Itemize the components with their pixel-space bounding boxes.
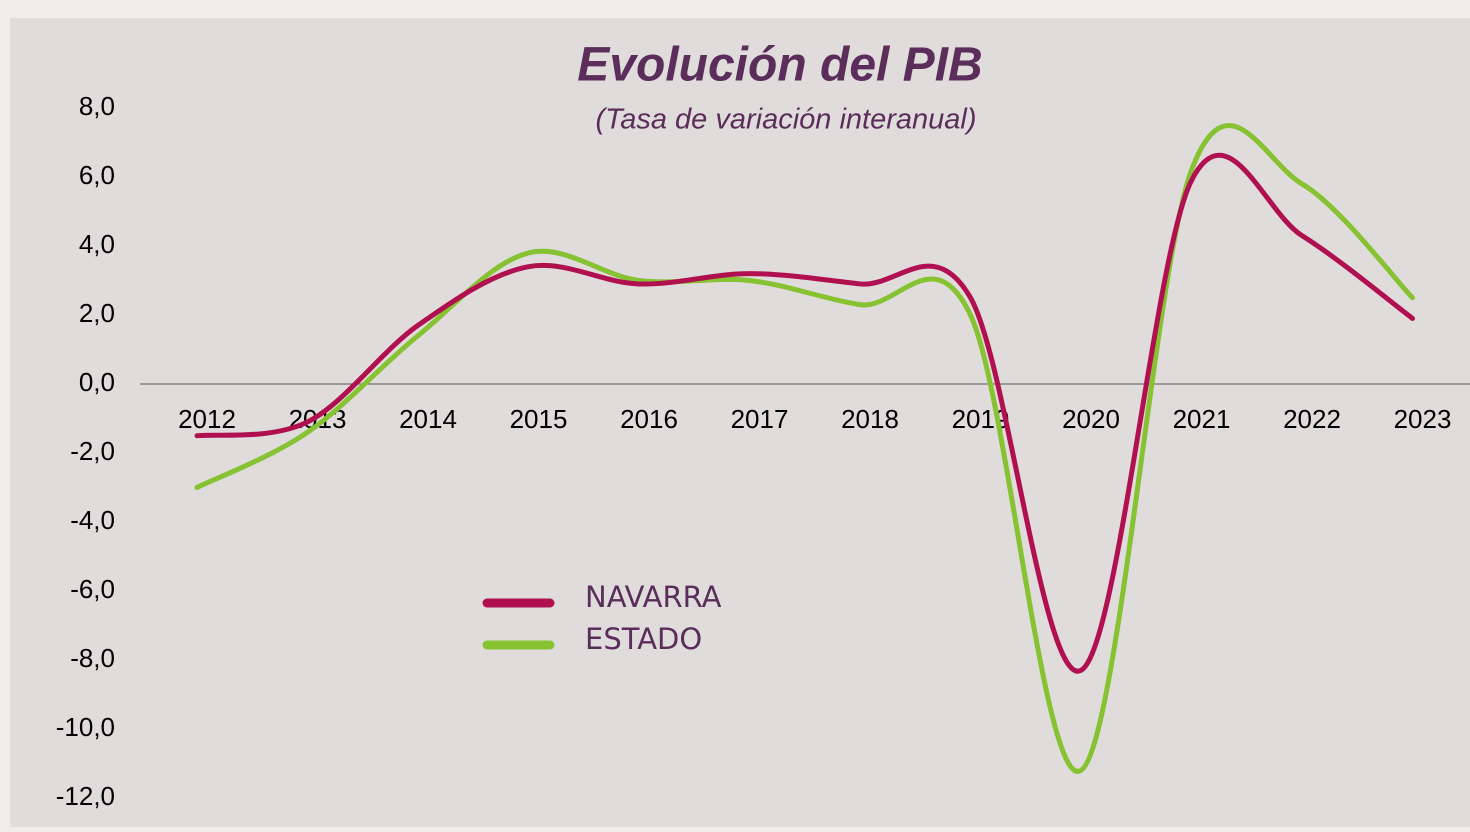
y-tick-label: 8,0 xyxy=(79,91,115,121)
y-tick-label: 2,0 xyxy=(79,298,115,328)
x-tick-label: 2020 xyxy=(1062,404,1120,434)
y-tick-label: 4,0 xyxy=(79,229,115,259)
y-tick-label: 6,0 xyxy=(79,160,115,190)
x-tick-label: 2022 xyxy=(1283,404,1341,434)
y-tick-label: -10,0 xyxy=(56,712,115,742)
x-tick-label: 2016 xyxy=(620,404,678,434)
x-tick-label: 2012 xyxy=(178,404,236,434)
x-tick-label: 2023 xyxy=(1394,404,1452,434)
legend-label: NAVARRA xyxy=(585,580,722,614)
y-tick-label: -8,0 xyxy=(70,643,115,673)
y-tick-label: -6,0 xyxy=(70,574,115,604)
y-tick-label: -4,0 xyxy=(70,505,115,535)
y-tick-label: 0,0 xyxy=(79,367,115,397)
x-tick-label: 2015 xyxy=(510,404,568,434)
chart-subtitle: (Tasa de variación interanual) xyxy=(596,104,977,136)
chart-title: Evolución del PIB xyxy=(577,39,982,92)
y-tick-label: -2,0 xyxy=(70,436,115,466)
y-tick-label: -12,0 xyxy=(56,781,115,811)
plot-background xyxy=(10,18,1470,827)
x-tick-label: 2017 xyxy=(731,404,789,434)
data-line xyxy=(194,123,1415,774)
x-tick-label: 2014 xyxy=(399,404,457,434)
x-tick-label: 2021 xyxy=(1173,404,1231,434)
legend-label: ESTADO xyxy=(585,622,702,656)
x-tick-label: 2018 xyxy=(841,404,899,434)
data-line xyxy=(194,152,1415,674)
